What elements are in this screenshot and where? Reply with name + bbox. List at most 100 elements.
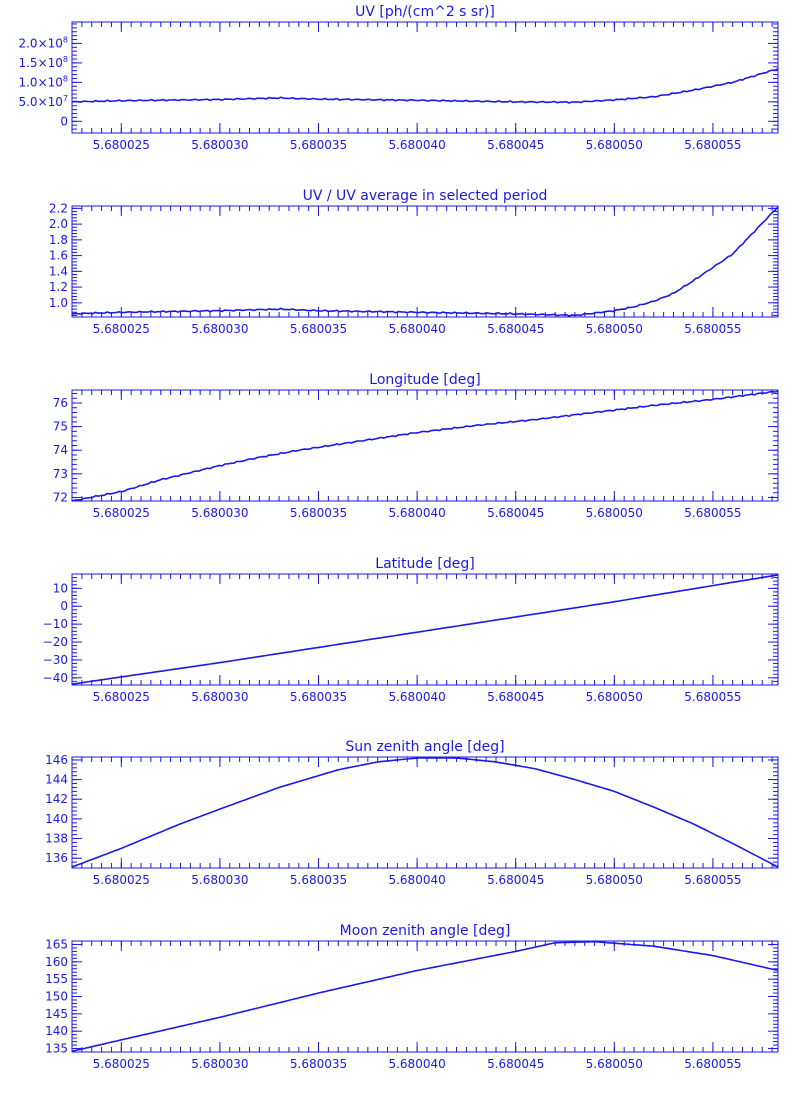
series-line-moon-zenith (71, 940, 779, 1053)
y-tick-label: 1.6 (49, 249, 68, 263)
chart-uv: UV [ph/(cm^2 s sr)] 5.680025 5.680030 5.680… (18, 4, 779, 152)
y-tick-label: 10 (53, 581, 68, 595)
x-tick-label: 5.680025 (93, 322, 150, 336)
y-tick-label: −30 (43, 653, 68, 667)
y-tick-label: 75 (53, 420, 68, 434)
x-tick-label: 5.680045 (487, 138, 544, 152)
plot-frame (71, 21, 779, 134)
x-tick-label: 5.680025 (93, 138, 150, 152)
y-tick-label: 144 (45, 773, 68, 787)
x-tick-label: 5.680040 (388, 690, 445, 704)
x-tick-label: 5.680055 (684, 690, 741, 704)
y-tick-label: 2.2 (49, 201, 68, 215)
x-tick-label: 5.680025 (93, 690, 150, 704)
series-line-uv (71, 68, 779, 104)
x-tick-label: 5.680050 (586, 690, 643, 704)
y-tick-label: 1.5×108 (18, 55, 68, 70)
plot-frame (71, 389, 779, 502)
y-tick-label: 0 (60, 599, 68, 613)
chart-moon-zenith: Moon zenith angle [deg] 5.680025 5.680030 5… (45, 923, 779, 1071)
y-tick-label: 2.0×108 (18, 35, 68, 50)
x-tick-label: 5.680050 (586, 138, 643, 152)
x-tick-label: 5.680050 (586, 1057, 643, 1071)
x-tick-label: 5.680035 (290, 873, 347, 887)
chart-sun-zenith: Sun zenith angle [deg] 5.680025 5.680030 5.… (45, 739, 779, 887)
chart-title: UV [ph/(cm^2 s sr)] (355, 4, 495, 20)
y-tick-label: 1.0 (49, 296, 68, 310)
y-tick-label: 1.2 (49, 280, 68, 294)
y-tick-label: 72 (53, 490, 68, 504)
x-tick-label: 5.680035 (290, 322, 347, 336)
x-tick-label: 5.680040 (388, 138, 445, 152)
x-tick-label: 5.680055 (684, 873, 741, 887)
x-tick-label: 5.680025 (93, 1057, 150, 1071)
x-tick-label: 5.680035 (290, 138, 347, 152)
x-tick-label: 5.680040 (388, 873, 445, 887)
y-tick-label: 76 (53, 396, 68, 410)
y-tick-label: 138 (45, 832, 68, 846)
x-tick-label: 5.680045 (487, 322, 544, 336)
x-tick-label: 5.680030 (191, 873, 248, 887)
x-tick-label: 5.680035 (290, 1057, 347, 1071)
chart-title: Longitude [deg] (369, 372, 480, 388)
y-tick-label: 136 (45, 851, 68, 865)
x-tick-label: 5.680025 (93, 873, 150, 887)
chart-title: Latitude [deg] (375, 556, 474, 572)
x-tick-label: 5.680030 (191, 1057, 248, 1071)
x-tick-label: 5.680040 (388, 506, 445, 520)
y-tick-label: 155 (45, 972, 68, 986)
x-tick-label: 5.680045 (487, 690, 544, 704)
x-tick-label: 5.680055 (684, 506, 741, 520)
series-line-sun-zenith (71, 757, 779, 868)
y-tick-label: 1.8 (49, 233, 68, 247)
chart-latitude: Latitude [deg] 5.680025 5.680030 5.680035 5.… (43, 556, 779, 704)
x-tick-label: 5.680030 (191, 506, 248, 520)
x-tick-label: 5.680030 (191, 690, 248, 704)
y-tick-label: 74 (53, 443, 68, 457)
series-line-longitude (71, 390, 779, 502)
x-tick-label: 5.680055 (684, 1057, 741, 1071)
chart-title: Moon zenith angle [deg] (340, 923, 511, 939)
y-tick-label: 5.0×107 (18, 94, 68, 109)
y-tick-label: 165 (45, 937, 68, 951)
x-tick-label: 5.680040 (388, 322, 445, 336)
y-tick-label: 2.0 (49, 217, 68, 231)
y-tick-label: 140 (45, 1024, 68, 1038)
x-tick-label: 5.680045 (487, 873, 544, 887)
chart-title: Sun zenith angle [deg] (345, 739, 504, 755)
y-tick-label: 1.4 (49, 264, 68, 278)
chart-longitude: Longitude [deg] 5.680025 5.680030 5.680035 5… (53, 372, 779, 520)
y-tick-label: 0 (60, 114, 68, 128)
y-tick-label: 1.0×108 (18, 74, 68, 89)
y-tick-label: 150 (45, 990, 68, 1004)
plot-frame (71, 573, 779, 686)
plot-frame (71, 205, 779, 318)
y-tick-label: 73 (53, 467, 68, 481)
y-tick-label: 160 (45, 955, 68, 969)
x-tick-label: 5.680050 (586, 873, 643, 887)
x-tick-label: 5.680050 (586, 506, 643, 520)
y-tick-label: −20 (43, 635, 68, 649)
x-tick-label: 5.680035 (290, 506, 347, 520)
x-tick-label: 5.680045 (487, 506, 544, 520)
y-tick-label: −40 (43, 671, 68, 685)
series-line-latitude (71, 574, 779, 685)
y-tick-label: 140 (45, 812, 68, 826)
x-tick-label: 5.680025 (93, 506, 150, 520)
x-tick-label: 5.680030 (191, 138, 248, 152)
chart-uv-ratio: UV / UV average in selected period 5.6800… (49, 188, 779, 336)
plot-frame (71, 756, 779, 869)
x-tick-label: 5.680045 (487, 1057, 544, 1071)
x-tick-label: 5.680035 (290, 690, 347, 704)
y-tick-label: 146 (45, 753, 68, 767)
x-tick-label: 5.680055 (684, 322, 741, 336)
y-tick-label: 135 (45, 1042, 68, 1056)
y-tick-label: −10 (43, 617, 68, 631)
series-line-uv-ratio (71, 206, 779, 317)
x-tick-label: 5.680055 (684, 138, 741, 152)
x-tick-label: 5.680030 (191, 322, 248, 336)
chart-title: UV / UV average in selected period (303, 188, 548, 204)
plot-frame (71, 940, 779, 1053)
